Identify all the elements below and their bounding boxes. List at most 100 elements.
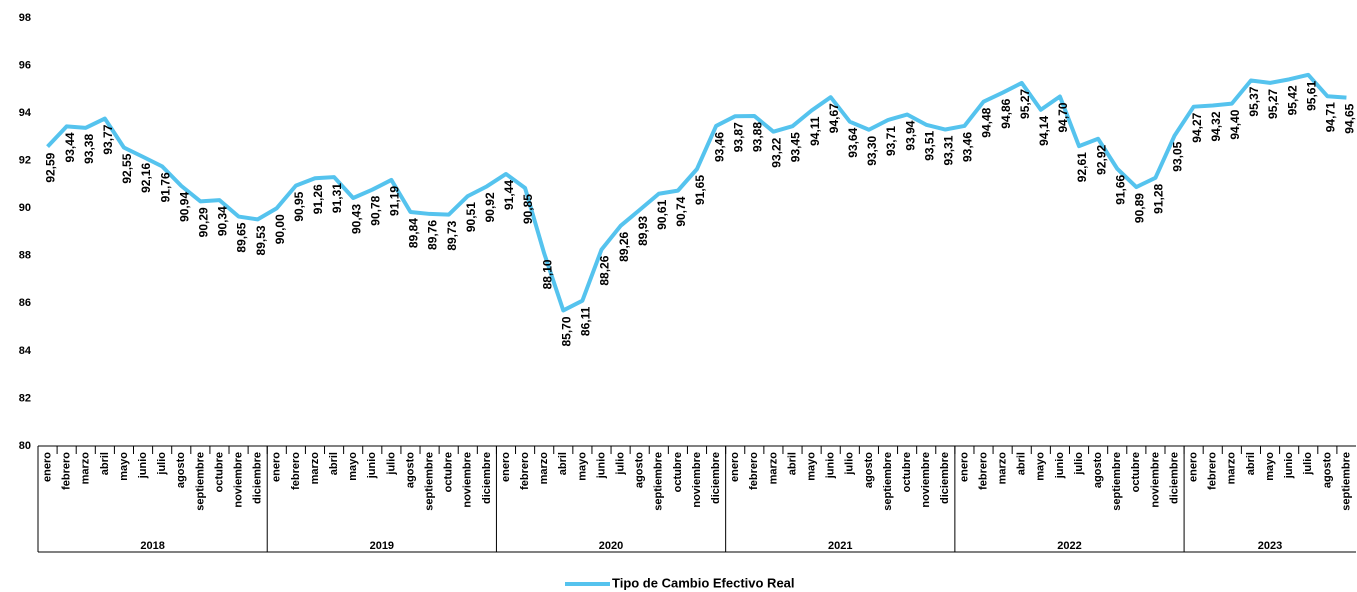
x-tick-label: julio — [1302, 452, 1314, 476]
x-tick-label: febrero — [977, 452, 989, 490]
data-label: 93,46 — [961, 132, 975, 162]
x-tick-label: junio — [595, 452, 607, 480]
x-tick-label: febrero — [519, 452, 531, 490]
data-label: 93,31 — [941, 135, 955, 165]
data-label: 90,89 — [1133, 193, 1147, 223]
x-tick-label: febrero — [290, 452, 302, 490]
x-tick-label: octubre — [672, 452, 684, 492]
x-tick-label: septiembre — [882, 452, 894, 511]
data-label: 94,48 — [980, 107, 994, 137]
data-label: 88,26 — [598, 255, 612, 285]
data-label: 89,84 — [407, 218, 421, 248]
data-label: 90,34 — [216, 206, 230, 236]
data-label: 93,22 — [770, 137, 784, 167]
x-tick-label: diciembre — [252, 452, 264, 504]
x-tick-label: mayo — [347, 452, 359, 481]
y-tick-label: 96 — [19, 59, 31, 71]
x-tick-label: marzo — [1226, 452, 1238, 485]
data-label: 91,76 — [158, 172, 172, 202]
y-tick-label: 94 — [19, 107, 32, 119]
data-label: 90,43 — [349, 204, 363, 234]
x-group-label: 2022 — [1057, 540, 1081, 552]
data-label: 91,44 — [502, 180, 516, 210]
data-label: 93,51 — [922, 130, 936, 160]
data-label: 91,65 — [693, 175, 707, 205]
x-group-label: 2021 — [828, 540, 852, 552]
x-group-label: 2020 — [599, 540, 623, 552]
data-label: 95,37 — [1247, 86, 1261, 116]
data-label: 93,88 — [750, 122, 764, 152]
x-tick-label: diciembre — [710, 452, 722, 504]
x-tick-label: noviembre — [691, 452, 703, 508]
x-tick-label: febrero — [1207, 452, 1219, 490]
x-tick-label: enero — [41, 452, 53, 482]
data-label: 91,28 — [1152, 183, 1166, 213]
x-tick-label: julio — [615, 452, 627, 476]
data-label: 94,70 — [1056, 102, 1070, 132]
x-tick-label: junio — [366, 452, 378, 480]
data-label: 93,05 — [1171, 141, 1185, 171]
data-label: 93,77 — [101, 124, 115, 154]
data-label: 92,55 — [120, 153, 134, 183]
data-label: 93,30 — [865, 135, 879, 165]
data-label: 89,53 — [254, 225, 268, 255]
x-tick-label: julio — [1073, 452, 1085, 476]
x-tick-label: julio — [156, 452, 168, 476]
data-label: 94,32 — [1209, 111, 1223, 141]
data-label: 90,95 — [292, 191, 306, 221]
x-tick-label: septiembre — [1111, 452, 1123, 511]
data-label: 92,59 — [44, 152, 58, 182]
line — [46, 72, 1347, 313]
x-tick-label: octubre — [901, 452, 913, 492]
data-label: 89,76 — [426, 220, 440, 250]
x-tick-label: octubre — [213, 452, 225, 492]
data-label: 93,46 — [712, 132, 726, 162]
data-label: 91,31 — [330, 183, 344, 213]
y-tick-label: 90 — [19, 202, 31, 214]
x-tick-label: enero — [271, 452, 283, 482]
x-group-label: 2023 — [1258, 540, 1282, 552]
legend-label: Tipo de Cambio Efectivo Real — [612, 575, 795, 590]
x-tick-label: abril — [1245, 452, 1257, 475]
x-tick-label: mayo — [806, 452, 818, 481]
x-tick-label: junio — [1054, 452, 1066, 480]
x-tick-label: abril — [557, 452, 569, 475]
x-tick-label: octubre — [1130, 452, 1142, 492]
y-tick-label: 82 — [19, 392, 31, 404]
x-tick-label: mayo — [118, 452, 130, 481]
data-label: 90,51 — [464, 202, 478, 232]
data-label: 93,94 — [903, 120, 917, 150]
data-label: 90,85 — [521, 194, 535, 224]
x-tick-label: marzo — [997, 452, 1009, 485]
x-tick-label: abril — [1016, 452, 1028, 475]
data-label: 90,78 — [368, 195, 382, 225]
data-label: 91,66 — [1113, 174, 1127, 204]
data-label: 94,65 — [1343, 103, 1357, 133]
y-tick-label: 80 — [19, 440, 31, 452]
data-label: 94,27 — [1190, 112, 1204, 142]
x-tick-label: noviembre — [920, 452, 932, 508]
data-label: 95,61 — [1304, 81, 1318, 111]
data-label: 90,00 — [273, 214, 287, 244]
x-tick-label: junio — [825, 452, 837, 480]
data-label: 86,11 — [579, 306, 593, 336]
x-tick-label: agosto — [404, 452, 416, 488]
x-group-label: 2018 — [140, 540, 164, 552]
data-label: 92,16 — [139, 163, 153, 193]
y-tick-label: 98 — [19, 12, 31, 24]
data-label: 93,71 — [884, 126, 898, 156]
x-tick-label: septiembre — [194, 452, 206, 511]
data-label: 93,44 — [63, 132, 77, 162]
data-label: 90,29 — [197, 207, 211, 237]
data-label: 89,26 — [617, 231, 631, 261]
x-tick-label: marzo — [767, 452, 779, 485]
x-tick-label: agosto — [634, 452, 646, 488]
data-label: 90,92 — [483, 192, 497, 222]
x-tick-label: diciembre — [939, 452, 951, 504]
x-tick-label: enero — [500, 452, 512, 482]
x-tick-label: agosto — [1321, 452, 1333, 488]
data-label: 92,61 — [1075, 152, 1089, 182]
x-tick-label: junio — [137, 452, 149, 480]
x-tick-label: noviembre — [232, 452, 244, 508]
